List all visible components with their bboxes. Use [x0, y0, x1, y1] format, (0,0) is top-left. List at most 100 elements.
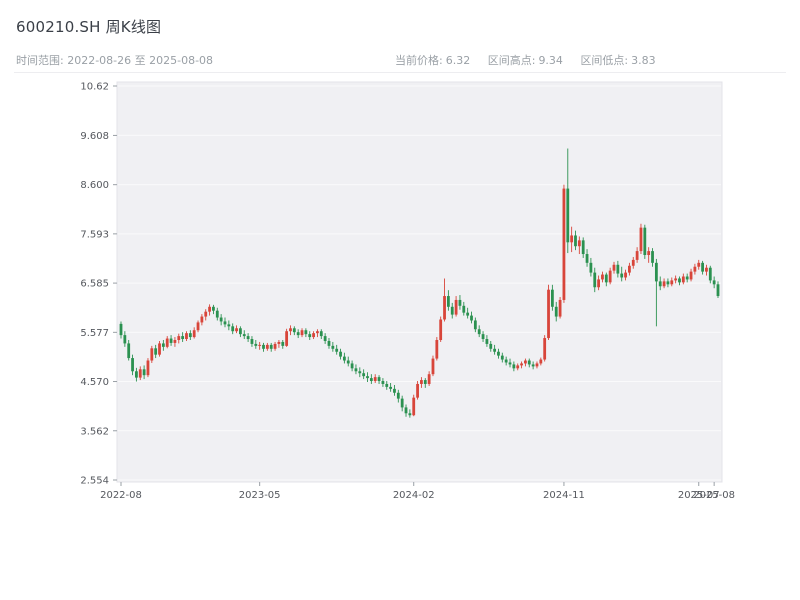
candle	[323, 333, 327, 344]
candle	[554, 301, 558, 322]
candle	[408, 409, 412, 418]
candle	[254, 340, 258, 349]
candle	[258, 341, 262, 350]
candle	[512, 361, 516, 372]
time-range-text: 时间范围: 2022-08-26 至 2025-08-08	[16, 54, 214, 67]
candle	[200, 314, 204, 326]
candle	[196, 320, 200, 333]
candle	[123, 331, 127, 347]
candle	[520, 361, 523, 369]
candles	[119, 148, 720, 418]
candle	[292, 326, 296, 336]
candle	[169, 335, 173, 346]
candle	[131, 354, 134, 376]
candle	[185, 331, 188, 341]
candle	[177, 333, 181, 344]
candle	[339, 348, 342, 360]
candle	[616, 260, 620, 278]
candle	[531, 361, 535, 370]
x-tick-label: 2025-08	[693, 490, 735, 501]
candle	[362, 369, 366, 380]
candle	[443, 278, 446, 322]
candle	[138, 366, 142, 381]
candle	[666, 278, 670, 288]
candle	[470, 311, 473, 324]
candle	[628, 262, 631, 276]
candle	[412, 394, 416, 417]
candle	[389, 382, 393, 392]
candle	[327, 338, 331, 349]
current-price-label: 当前价格:	[395, 54, 443, 67]
candle	[620, 266, 624, 282]
candle	[678, 276, 681, 286]
candle	[593, 267, 597, 293]
candle	[161, 340, 165, 351]
y-tick-label: 3.562	[80, 426, 109, 437]
candle	[188, 330, 192, 341]
candle	[458, 295, 462, 310]
range-low-value: 3.83	[631, 54, 656, 67]
price-stats: 当前价格: 6.32 区间高点: 9.34 区间低点: 3.83	[395, 52, 670, 68]
candle	[354, 364, 358, 375]
candle	[439, 316, 443, 342]
candle	[477, 325, 481, 338]
candle	[423, 378, 427, 388]
candle	[485, 335, 489, 347]
candle	[346, 356, 350, 367]
candle	[246, 333, 250, 342]
candle	[473, 317, 477, 333]
candle	[643, 224, 647, 259]
range-low-label: 区间低点:	[580, 54, 629, 67]
candle	[208, 304, 211, 316]
candle	[404, 404, 408, 417]
candle	[358, 367, 362, 378]
candle	[481, 331, 485, 342]
candle	[535, 361, 539, 369]
candle	[265, 342, 269, 351]
candle	[335, 344, 339, 355]
plot-area	[116, 81, 723, 483]
candle	[273, 341, 277, 351]
candle	[165, 336, 169, 349]
candle	[697, 259, 701, 270]
candle	[508, 358, 512, 368]
candle	[631, 256, 635, 269]
candle	[604, 272, 608, 287]
candle	[658, 276, 662, 291]
x-tick-label: 2023-05	[239, 490, 281, 501]
candle	[589, 257, 593, 277]
candle	[681, 273, 685, 285]
candle	[574, 230, 577, 251]
candle	[454, 296, 458, 317]
x-tick-label: 2025-07	[678, 490, 720, 501]
x-axis: 2022-08 2023-05 2024-02 2024-11 2025-072025-…	[100, 482, 735, 501]
candle	[654, 258, 658, 327]
candle	[312, 331, 315, 340]
candle	[701, 260, 704, 275]
candle	[277, 340, 281, 348]
candle	[146, 358, 150, 378]
candle	[550, 284, 554, 311]
candle	[716, 281, 720, 298]
candle	[215, 307, 219, 321]
candle	[281, 340, 285, 349]
y-tick-label: 2.554	[80, 476, 109, 487]
page-title: 600210.SH 周K线图	[16, 18, 162, 36]
candle	[231, 323, 235, 335]
candle	[227, 320, 231, 331]
candle	[585, 249, 589, 267]
candle	[135, 367, 138, 382]
candle	[154, 344, 158, 359]
candle	[223, 317, 227, 328]
candle	[204, 309, 208, 321]
candle	[381, 378, 385, 387]
candle	[304, 328, 308, 338]
candle	[581, 237, 585, 258]
candle	[396, 389, 400, 403]
candle	[420, 377, 423, 388]
candle	[601, 271, 604, 283]
candle	[377, 375, 381, 384]
candle	[662, 278, 666, 289]
